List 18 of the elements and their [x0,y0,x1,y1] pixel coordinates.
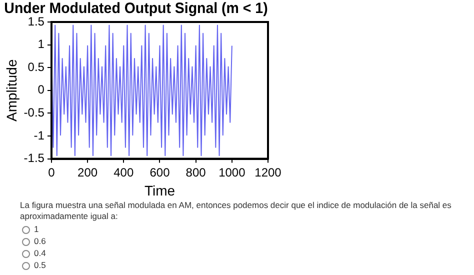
y-tick-label: -0.5 [24,106,45,120]
text: 0.6 [34,236,46,247]
text: La figura muestra una señal modulada en AM, entonces podemos decir que el indice de modulación de la señal es aproximadamente igual a: [20,200,452,222]
x-tick-label: 600 [150,165,170,180]
x-axis-title: Time [144,182,176,198]
y-tick-label: -1 [34,128,45,142]
x-tick-label: 0 [48,165,56,180]
text: 0.4 [34,248,46,259]
y-tick-label: 0 [38,82,45,97]
x-tick-label: 800 [186,165,206,180]
y-tick-label: 1 [38,37,45,52]
y-tick-label: -1.5 [24,151,45,166]
x-tick-label: 1200 [254,165,282,180]
x-tick-label: 400 [114,165,134,180]
x-tick-label: 1000 [218,165,246,180]
y-tick-label: 0.5 [28,60,45,74]
y-axis-title: Amplitude [3,59,20,122]
x-tick-label: 200 [78,165,98,180]
